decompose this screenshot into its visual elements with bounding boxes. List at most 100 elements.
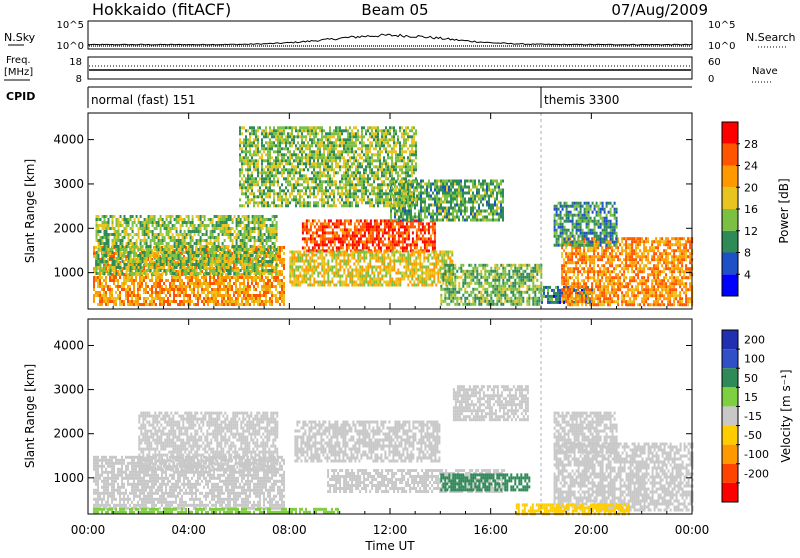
heat-cell [428,186,430,189]
heat-cell [391,260,393,263]
heat-cell [336,222,338,225]
heat-cell [297,266,299,269]
heat-cell [153,291,155,294]
heat-cell [242,227,244,230]
heat-cell [514,294,516,297]
heat-cell [233,276,235,279]
heat-cell [116,230,118,233]
heat-cell [464,180,466,183]
heat-cell [432,219,434,222]
heat-cell [102,260,104,263]
heat-cell [462,273,464,276]
heat-cell [431,281,433,284]
heat-cell [299,281,301,284]
heat-cell [102,236,104,239]
heat-cell [213,297,215,300]
heat-cell [96,266,98,269]
heat-cell [114,242,116,245]
heat-cell [225,303,227,306]
heat-cell [133,285,135,288]
heat-cell [383,263,385,266]
heat-cell [494,291,496,294]
heat-cell [143,291,145,294]
heat-cell [172,245,174,248]
heat-cell [316,222,318,225]
heat-cell [413,266,415,269]
heat-cell [129,303,131,306]
heat-cell [172,215,174,218]
heat-cell [435,272,437,275]
heat-cell [446,219,448,222]
heat-cell [309,275,311,278]
heat-cell [204,215,206,218]
heat-cell [154,221,156,224]
heat-cell [156,272,158,275]
heat-cell [444,294,446,297]
heat-cell [225,288,227,291]
heat-cell [165,294,167,297]
heat-cell [104,242,106,245]
heat-cell [96,224,98,227]
heat-cell [478,291,480,294]
heat-cell [248,227,250,230]
heat-cell [152,266,154,269]
heat-cell [208,218,210,221]
heat-cell [326,222,328,225]
heat-cell [240,254,242,257]
heat-cell [190,245,192,248]
heat-cell [268,254,270,257]
heat-cell [146,248,148,251]
heat-cell [472,291,474,294]
heat-cell [197,303,199,306]
heat-cell [192,221,194,224]
heat-cell [114,215,116,218]
heat-cell [500,207,502,210]
heat-cell [158,245,160,248]
heat-cell [180,215,182,218]
heat-cell [131,279,133,282]
heat-cell [447,254,449,257]
heat-cell [482,186,484,189]
heat-cell [169,288,171,291]
heat-cell [144,260,146,263]
heat-cell [188,257,190,260]
heat-cell [321,281,323,284]
heat-cell [335,260,337,263]
heat-cell [200,236,202,239]
heat-cell [416,237,418,240]
heat-cell [502,264,504,267]
heat-cell [395,251,397,254]
heat-cell [193,291,195,294]
heat-cell [297,281,299,284]
heat-cell [454,288,456,291]
heat-cell [247,291,249,294]
freq-tick-bottom: 8 [76,74,82,85]
heat-cell [424,216,426,219]
heat-cell [353,275,355,278]
heat-cell [446,195,448,198]
heat-cell [210,242,212,245]
heat-cell [390,213,392,216]
heat-cell [157,294,159,297]
heat-cell [200,239,202,242]
heat-cell [324,249,326,252]
heat-cell [454,189,456,192]
heat-cell [490,183,492,186]
heat-cell [185,288,187,291]
heat-cell [410,210,412,213]
heat-cell [189,294,191,297]
heat-cell [176,248,178,251]
heat-cell [434,213,436,216]
heat-cell [516,300,518,303]
heat-cell [218,269,220,272]
heat-cell [327,269,329,272]
heat-cell [213,282,215,285]
heat-cell [248,239,250,242]
heat-cell [422,198,424,201]
heat-cell [103,294,105,297]
heat-cell [128,269,130,272]
heat-cell [504,273,506,276]
heat-cell [500,297,502,300]
heat-cell [482,180,484,183]
heat-cell [384,231,386,234]
